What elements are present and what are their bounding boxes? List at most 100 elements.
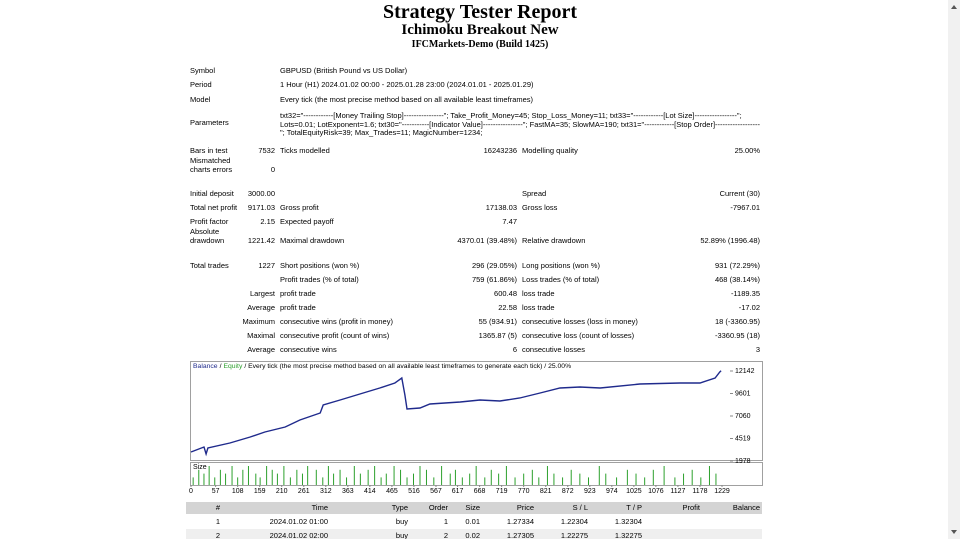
table-header-bg: [186, 502, 762, 514]
stat-label: Initial deposit: [190, 189, 234, 198]
stat-value: Average: [247, 345, 275, 354]
table-cell: 0.01: [465, 517, 480, 526]
info-label: Period: [190, 80, 212, 89]
x-tick-label: 872: [562, 488, 574, 495]
table-header: #: [215, 503, 220, 512]
table-cell: buy: [395, 517, 408, 526]
info-value: Every tick (the most precise method base…: [280, 95, 534, 104]
x-tick-label: 363: [342, 488, 354, 495]
stat-value: 3000.00: [247, 189, 275, 198]
stat-value: 6: [512, 345, 517, 354]
table-header: Size: [465, 503, 480, 512]
stat-value: 7.47: [502, 217, 517, 226]
table-cell: 2: [215, 531, 220, 539]
legend-separator: /: [219, 363, 222, 370]
legend-equity: Equity: [223, 363, 243, 370]
stat-value: 759 (61.86%): [471, 275, 517, 284]
stat-label: Spread: [522, 189, 547, 198]
table-header: Price: [516, 503, 534, 512]
scroll-down[interactable]: [951, 530, 957, 534]
x-tick-label: 312: [320, 488, 332, 495]
stat-value: Maximal: [247, 331, 275, 340]
stat-value: Current (30): [719, 189, 760, 198]
x-tick-label: 770: [518, 488, 530, 495]
stat-label: consecutive wins: [280, 345, 337, 354]
stat-value: 1227: [258, 261, 275, 270]
stat-label: Relative drawdown: [522, 236, 586, 245]
stat-value: -1189.35: [730, 289, 760, 298]
stat-label: loss trade: [522, 303, 555, 312]
stat-value: 2.15: [260, 217, 275, 226]
stat-value: 7532: [258, 146, 275, 155]
table-header: Type: [391, 503, 408, 512]
table-header: S / L: [572, 503, 588, 512]
info-value: txt32="------------[Money Trailing Stop]…: [280, 111, 760, 137]
chart-legend: Balance / Equity / Every tick (the most pre…: [193, 362, 571, 372]
table-cell: 2024.01.02 01:00: [269, 517, 328, 526]
stat-value: -3360.95 (18): [714, 331, 760, 340]
table-cell: 1: [443, 517, 448, 526]
stat-value: 1365.87 (5): [478, 331, 517, 340]
report-server: IFCMarkets-Demo (Build 1425): [411, 39, 549, 50]
stat-label: loss trade: [522, 289, 555, 298]
x-tick-label: 668: [474, 488, 486, 495]
y-tick-label: 4519: [735, 435, 751, 442]
stat-label: Short positions (won %): [280, 261, 360, 270]
x-tick-label: 1025: [626, 488, 642, 495]
stat-label: consecutive loss (count of losses): [522, 331, 635, 340]
stat-label: Total trades: [190, 261, 229, 270]
stat-value: -17.02: [738, 303, 760, 312]
stat-label: Total net profit: [190, 203, 238, 212]
stat-label: consecutive profit (count of wins): [280, 331, 390, 340]
x-tick-label: 923: [584, 488, 596, 495]
stat-value: 1221.42: [247, 236, 275, 245]
table-header: Order: [428, 503, 448, 512]
x-tick-label: 210: [276, 488, 288, 495]
table-cell: buy: [395, 531, 408, 539]
report-subtitle: Ichimoku Breakout New: [401, 22, 559, 38]
stat-label: profit trade: [280, 289, 316, 298]
table-cell: 2024.01.02 02:00: [269, 531, 328, 539]
stat-label: Mismatched charts errors: [190, 156, 233, 174]
x-tick-label: 974: [606, 488, 618, 495]
table-cell: 1.27334: [506, 517, 534, 526]
x-tick-label: 1178: [692, 488, 707, 495]
legend-description: / Every tick (the most precise method ba…: [244, 363, 572, 370]
stat-label: Profit factor: [190, 217, 229, 226]
stat-label: Gross profit: [280, 203, 319, 212]
stat-value: 25.00%: [734, 146, 760, 155]
table-cell: 1.32275: [614, 531, 642, 539]
x-tick-label: 821: [540, 488, 552, 495]
x-tick-label: 516: [408, 488, 420, 495]
scrollbar[interactable]: [948, 0, 960, 539]
stat-label: consecutive losses: [522, 345, 585, 354]
x-tick-label: 719: [496, 488, 508, 495]
table-cell: 2: [443, 531, 448, 539]
stat-label: Bars in test: [190, 146, 228, 155]
stat-label: consecutive losses (loss in money): [522, 317, 638, 326]
stat-value: 17138.03: [485, 203, 517, 212]
x-tick-label: 159: [254, 488, 266, 495]
stat-value: 0: [270, 165, 275, 174]
stat-value: 22.58: [498, 303, 517, 312]
info-value: 1 Hour (H1) 2024.01.02 00:00 - 2025.01.2…: [280, 80, 534, 89]
scroll-up[interactable]: [951, 5, 957, 9]
stat-label: profit trade: [280, 303, 316, 312]
stat-value: -7967.01: [730, 203, 760, 212]
stat-value: Average: [247, 303, 275, 312]
table-header: Profit: [682, 503, 700, 512]
stat-value: 3: [755, 345, 760, 354]
stat-value: 931 (72.29%): [714, 261, 760, 270]
stat-value: 52.89% (1996.48): [700, 236, 760, 245]
y-tick-label: 1978: [735, 458, 751, 465]
table-cell: 0.02: [465, 531, 480, 539]
x-tick-label: 1229: [714, 488, 730, 495]
stat-label: Modelling quality: [522, 146, 578, 155]
info-value: GBPUSD (British Pound vs US Dollar): [280, 66, 408, 75]
stat-value: 55 (934.91): [478, 317, 517, 326]
stat-label: Ticks modelled: [280, 146, 330, 155]
x-tick-label: 0: [189, 488, 193, 495]
table-cell: 1.27305: [506, 531, 534, 539]
stat-value: 4370.01 (39.48%): [457, 236, 517, 245]
